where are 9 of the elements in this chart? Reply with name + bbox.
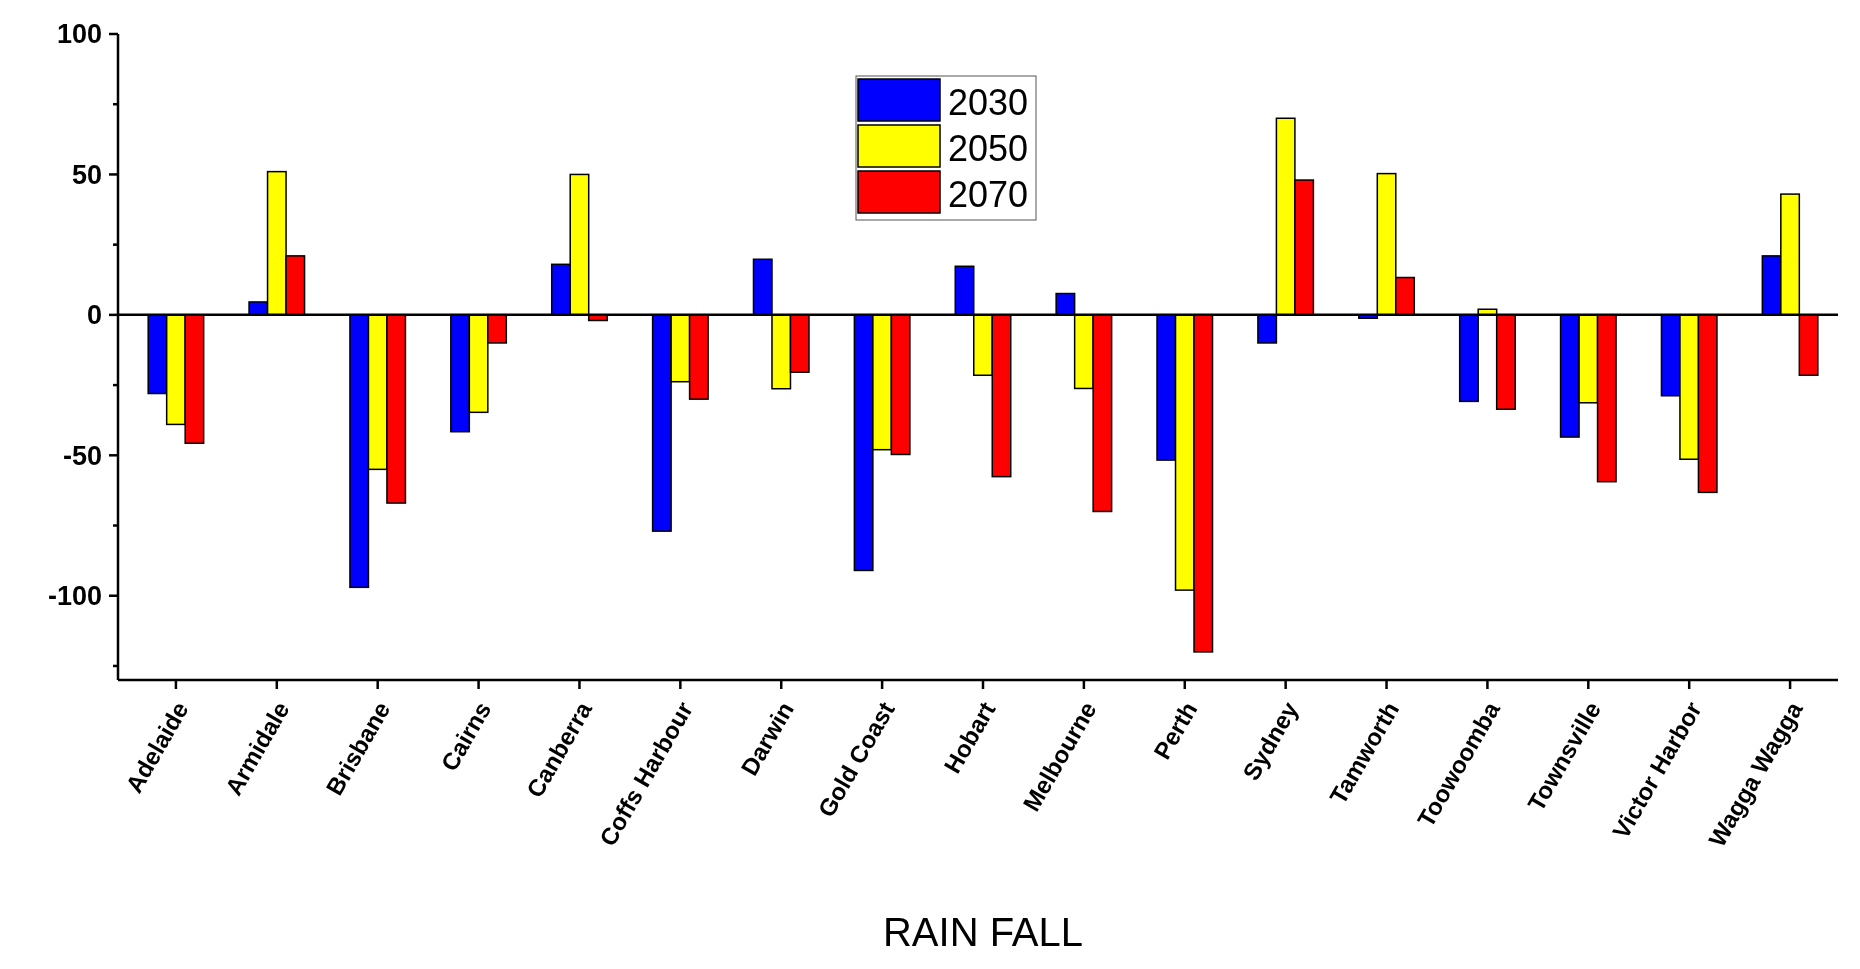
- y-tick-label: 50: [71, 159, 102, 190]
- y-tick-label: 100: [56, 19, 102, 50]
- legend-label: 2050: [948, 127, 1029, 169]
- legend-label: 2030: [948, 81, 1029, 123]
- legend-label: 2070: [948, 173, 1029, 215]
- y-tick-label: -50: [62, 440, 102, 471]
- y-tick-label: -100: [47, 581, 102, 612]
- x-axis-title: RAIN FALL: [882, 910, 1084, 954]
- y-tick-label: 0: [86, 300, 102, 331]
